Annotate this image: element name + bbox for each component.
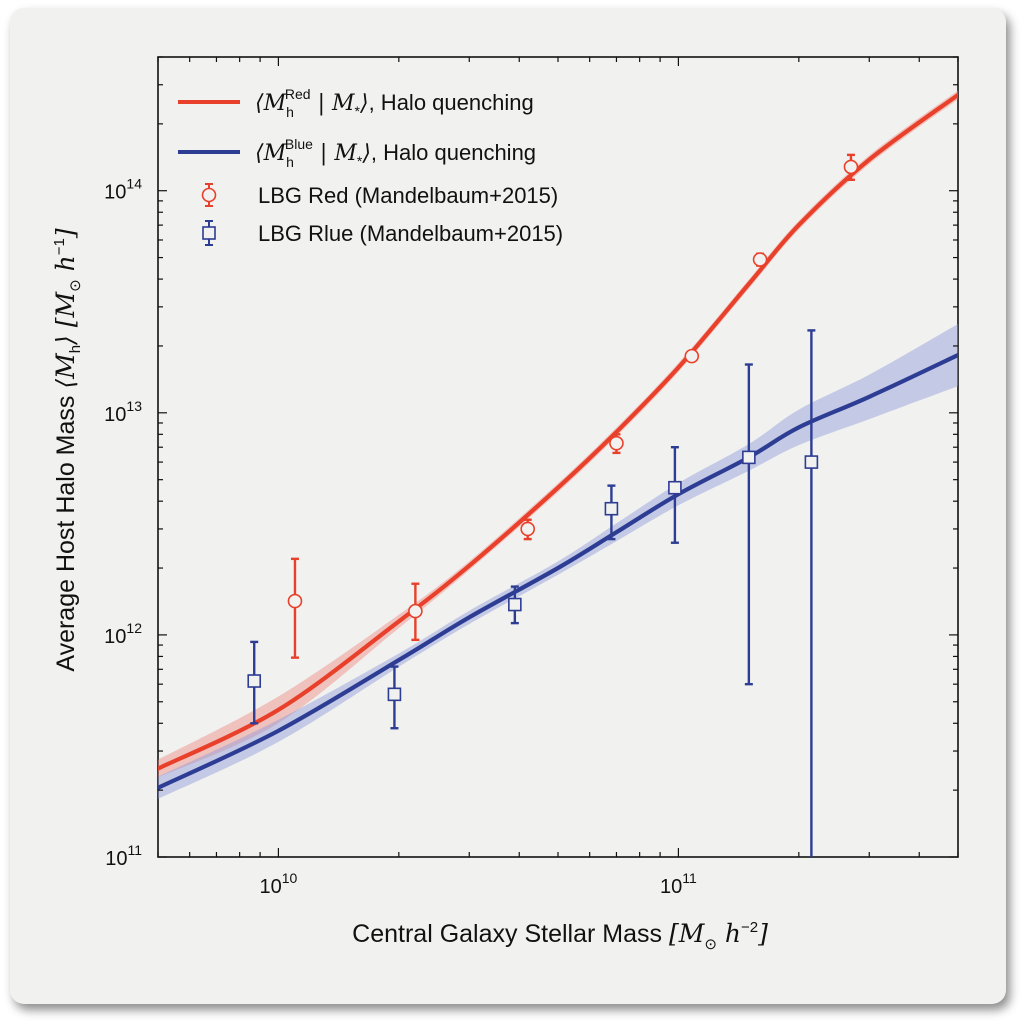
blue-data-point-3: [604, 484, 619, 541]
y-tick-label: 1011: [105, 842, 142, 870]
square-marker: [387, 687, 402, 702]
x-tick-label: 1010: [259, 870, 297, 898]
legend: ⟨MhRed | M*⟩, Halo quenching ⟨MhBlue | M…: [178, 86, 563, 246]
square-marker: [247, 674, 262, 688]
band-1: [158, 324, 958, 799]
square-marker: [668, 480, 682, 495]
red-data-point-3: [609, 433, 624, 455]
red-data-point-6: [843, 153, 859, 181]
model-line-1: [158, 352, 958, 790]
circle-marker: [408, 603, 423, 619]
red-data-point-5: [752, 252, 768, 267]
circle-marker: [609, 435, 624, 451]
red-data-point-0: [287, 557, 303, 659]
circle-marker: [684, 348, 700, 364]
legend-blue-data-label: LBG Rlue (Mandelbaum+2015): [258, 221, 563, 246]
x-axis-label: Central Galaxy Stellar Mass [M⊙ h−2]: [352, 919, 768, 953]
model-lines: [158, 92, 958, 790]
chart-card: [10, 8, 1006, 1004]
legend-blue-marker: [202, 220, 216, 246]
x-tick-label: 1011: [660, 870, 697, 898]
y-tick-label: 1012: [104, 620, 142, 648]
blue-data-point-1: [387, 665, 402, 730]
data-points: [247, 153, 859, 857]
square-marker: [604, 501, 619, 516]
y-axis-label: Average Host Halo Mass ⟨Mh⟩ [M⊙ h−1]: [51, 228, 84, 672]
red-data-point-2: [520, 518, 536, 541]
confidence-bands: [158, 90, 958, 799]
circle-marker: [843, 159, 859, 175]
blue-data-point-5: [742, 363, 756, 686]
blue-data-point-4: [668, 446, 682, 544]
blue-data-point-0: [247, 640, 262, 725]
model-line-0: [158, 92, 958, 771]
y-tick-label: 1013: [104, 398, 142, 426]
circle-marker: [752, 252, 768, 267]
axis-ticks: 1010 1011 1011 1012 1013 1014: [104, 56, 959, 898]
blue-data-point-2: [508, 585, 522, 625]
circle-marker: [520, 521, 536, 537]
legend-blue-model-label: ⟨MhBlue | M*⟩, Halo quenching: [255, 136, 536, 170]
legend-red-marker: [201, 183, 217, 207]
red-data-point-1: [408, 582, 423, 642]
blue-data-point-6: [804, 329, 819, 857]
square-marker: [742, 450, 756, 465]
circle-marker: [287, 593, 303, 609]
square-marker: [804, 455, 819, 469]
y-tick-label: 1014: [104, 176, 142, 204]
legend-red-model-label: ⟨MhRed | M*⟩, Halo quenching: [255, 86, 534, 120]
red-data-point-4: [684, 348, 700, 364]
square-marker: [508, 597, 522, 612]
legend-red-data-label: LBG Red (Mandelbaum+2015): [258, 183, 558, 208]
